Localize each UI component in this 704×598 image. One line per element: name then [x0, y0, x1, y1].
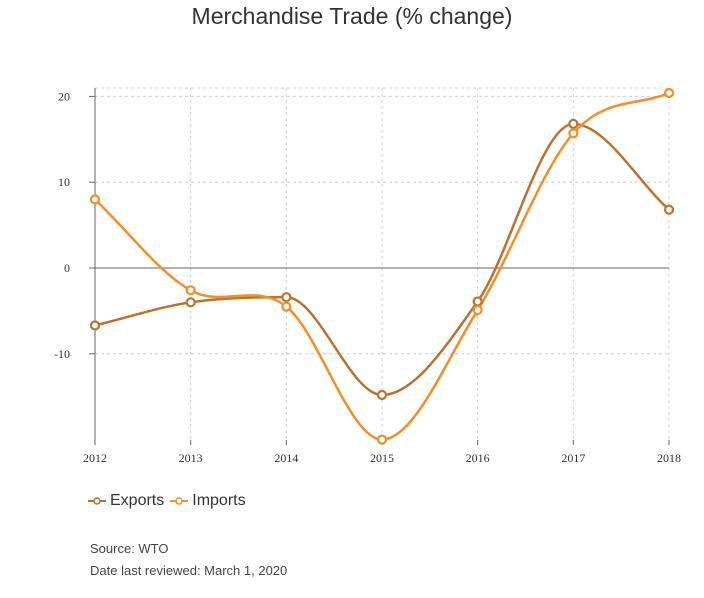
y-tick-label: 10: [58, 175, 70, 189]
x-tick-label: 2018: [657, 451, 681, 465]
data-point-exports[interactable]: [472, 296, 483, 307]
grid: [95, 87, 670, 440]
data-point-imports[interactable]: [568, 128, 579, 139]
x-tick-label: 2015: [370, 451, 394, 465]
data-point-exports[interactable]: [185, 297, 196, 308]
y-axis-ticks: 20 10 0 -10: [54, 89, 95, 361]
imports-legend-icon: [170, 497, 189, 505]
x-tick-label: 2012: [83, 451, 107, 465]
y-tick-label: -10: [54, 347, 70, 361]
data-point-exports[interactable]: [89, 320, 101, 331]
y-tick-label: 0: [64, 261, 70, 275]
chart-title: Merchandise Trade (% change): [191, 3, 513, 29]
reviewed-date: Date last reviewed: March 1, 2020: [90, 563, 288, 578]
data-point-imports[interactable]: [376, 434, 388, 445]
data-point-exports[interactable]: [663, 204, 675, 215]
data-point-imports[interactable]: [472, 304, 483, 316]
data-points: [89, 87, 675, 445]
data-point-exports[interactable]: [568, 118, 579, 129]
legend-label-imports: Imports: [192, 492, 246, 509]
data-point-imports[interactable]: [663, 87, 675, 99]
legend: Exports Imports: [88, 492, 252, 510]
data-point-imports[interactable]: [185, 285, 196, 296]
legend-item-imports[interactable]: Imports: [170, 492, 246, 510]
legend-item-exports[interactable]: Exports: [88, 492, 164, 510]
axes: [94, 88, 669, 440]
x-tick-label: 2017: [561, 451, 585, 465]
data-point-imports[interactable]: [281, 301, 292, 312]
y-tick-label: 20: [58, 89, 70, 103]
source-note: Source: WTO Date last reviewed: March 1,…: [90, 538, 287, 582]
exports-legend-icon: [88, 497, 106, 505]
x-axis-ticks: 2012 2013 2014 2015 2016 2017 2018: [83, 440, 681, 465]
data-point-exports[interactable]: [376, 389, 388, 401]
x-tick-label: 2016: [466, 451, 490, 465]
data-point-exports[interactable]: [281, 292, 292, 303]
legend-label-exports: Exports: [110, 492, 165, 509]
source-text: Source: WTO: [90, 541, 169, 556]
x-tick-label: 2014: [274, 451, 298, 465]
data-point-imports[interactable]: [89, 194, 101, 205]
x-tick-label: 2013: [179, 451, 203, 465]
